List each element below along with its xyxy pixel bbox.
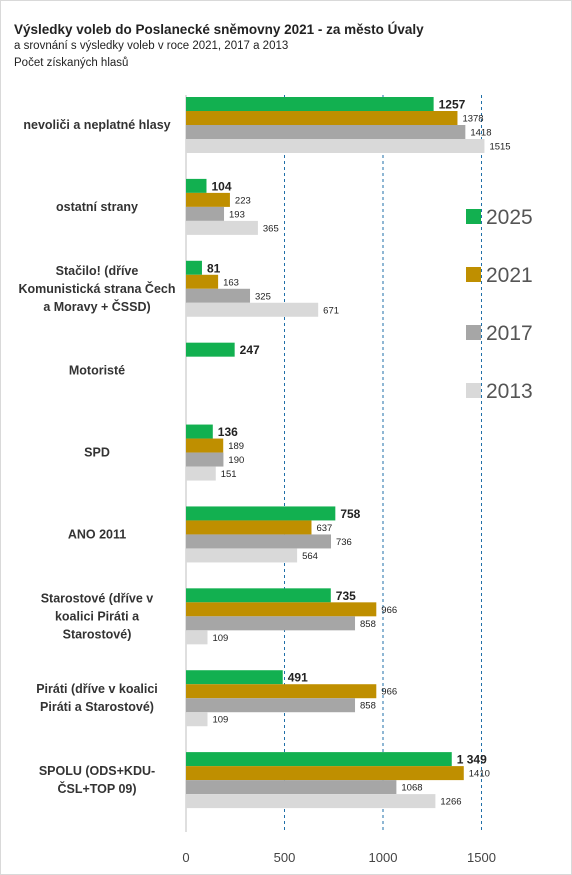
category-label-5-0: ANO 2011	[68, 527, 126, 541]
bar-2017-7	[186, 698, 356, 713]
data-label-2025-7: 491	[288, 671, 308, 685]
data-label-2017-1: 193	[229, 209, 245, 220]
category-label-3-0: Motoristé	[69, 364, 125, 378]
category-label-2-1: Komunistická strana Čech	[19, 281, 176, 296]
legend-swatch-2025	[466, 209, 481, 224]
category-label-8-0: SPOLU (ODS+KDU-	[39, 764, 155, 778]
bar-2025-5	[186, 506, 336, 521]
bar-2017-2	[186, 288, 251, 303]
category-label-6-2: Starostové)	[63, 627, 132, 641]
bar-2013-2	[186, 302, 319, 317]
data-label-2017-6: 858	[360, 619, 376, 630]
data-label-2013-5: 564	[302, 551, 318, 562]
data-label-2021-7: 966	[381, 687, 397, 698]
bar-2025-0	[186, 97, 434, 111]
bar-2017-0	[186, 125, 466, 139]
data-label-2025-8: 1 349	[457, 753, 487, 767]
data-label-2013-6: 109	[212, 633, 228, 644]
legend-label-2013: 2013	[486, 380, 533, 403]
category-label-7-0: Piráti (dříve v koalici	[36, 682, 158, 696]
category-label-0-0: nevoliči a neplatné hlasy	[23, 118, 170, 132]
bar-2017-5	[186, 534, 331, 549]
bar-2025-3	[186, 342, 235, 357]
legend-label-2017: 2017	[486, 322, 533, 345]
data-label-2013-4: 151	[221, 469, 237, 480]
data-label-2017-5: 736	[336, 537, 352, 548]
bar-2021-7	[186, 684, 377, 699]
bar-2013-6	[186, 630, 208, 645]
bar-2017-4	[186, 452, 224, 467]
data-label-2017-8: 1068	[401, 783, 422, 794]
data-label-2013-1: 365	[263, 223, 279, 234]
x-tick-label-1500: 1500	[467, 850, 496, 865]
data-label-2021-5: 637	[316, 523, 332, 534]
bar-2017-1	[186, 206, 225, 221]
bar-2025-2	[186, 260, 202, 275]
bar-2021-4	[186, 438, 224, 453]
bar-2013-4	[186, 466, 216, 481]
bar-2013-5	[186, 548, 298, 563]
legend-swatch-2021	[466, 267, 481, 282]
legend-label-2021: 2021	[486, 264, 533, 287]
legend-label-2025: 2025	[486, 206, 533, 229]
data-label-2017-0: 1418	[470, 128, 491, 139]
bar-2017-8	[186, 780, 397, 795]
category-label-1-0: ostatní strany	[56, 200, 138, 214]
category-label-4-0: SPD	[84, 446, 110, 460]
bar-2017-6	[186, 616, 356, 631]
data-label-2025-0: 1257	[439, 98, 466, 112]
legend-swatch-2013	[466, 383, 481, 398]
bar-2025-7	[186, 670, 283, 685]
data-label-2013-2: 671	[323, 305, 339, 316]
data-label-2025-2: 81	[207, 261, 221, 275]
data-label-2021-8: 1410	[469, 769, 490, 780]
data-label-2021-0: 1378	[462, 114, 483, 125]
data-label-2025-6: 735	[336, 589, 356, 603]
bar-2025-1	[186, 178, 207, 193]
category-label-6-0: Starostové (dříve v	[41, 591, 154, 605]
data-label-2025-1: 104	[211, 179, 231, 193]
x-tick-label-500: 500	[274, 850, 296, 865]
bar-2013-8	[186, 794, 436, 809]
category-label-2-0: Stačilo! (dříve	[56, 264, 139, 278]
data-label-2013-8: 1266	[440, 797, 461, 808]
bar-2013-0	[186, 139, 485, 153]
legend-swatch-2017	[466, 325, 481, 340]
bar-2021-1	[186, 192, 230, 207]
bar-2021-8	[186, 766, 464, 781]
category-label-7-1: Piráti a Starostové)	[40, 700, 154, 714]
chart-subtitle-line-2: Počet získaných hlasů	[14, 57, 129, 69]
data-label-2021-6: 966	[381, 605, 397, 616]
data-label-2013-0: 1515	[489, 142, 510, 153]
data-label-2017-2: 325	[255, 291, 271, 302]
bar-2013-7	[186, 712, 208, 727]
chart-subtitle-line-1: a srovnání s výsledky voleb v roce 2021,…	[14, 40, 289, 52]
data-label-2021-4: 189	[228, 441, 244, 452]
category-label-6-1: koalici Piráti a	[55, 609, 140, 623]
data-label-2025-4: 136	[218, 425, 238, 439]
data-label-2021-1: 223	[235, 195, 251, 206]
x-tick-label-1000: 1000	[369, 850, 398, 865]
x-tick-label-0: 0	[182, 850, 189, 865]
data-label-2017-7: 858	[360, 701, 376, 712]
bar-2025-6	[186, 588, 331, 603]
data-label-2017-4: 190	[228, 455, 244, 466]
data-label-2025-5: 758	[340, 507, 360, 521]
bar-2025-8	[186, 752, 452, 767]
chart-title: Výsledky voleb do Poslanecké sněmovny 20…	[14, 22, 424, 37]
bar-2021-6	[186, 602, 377, 617]
bar-2013-1	[186, 220, 258, 235]
data-label-2025-3: 247	[240, 343, 260, 357]
data-label-2013-7: 109	[212, 715, 228, 726]
data-label-2021-2: 163	[223, 277, 239, 288]
category-label-8-1: ČSL+TOP 09)	[57, 781, 136, 796]
bar-2021-2	[186, 274, 219, 289]
bar-2021-5	[186, 520, 312, 535]
category-label-2-2: a Moravy + ČSSD)	[43, 299, 150, 314]
bar-2025-4	[186, 424, 213, 439]
bar-2021-0	[186, 111, 458, 125]
